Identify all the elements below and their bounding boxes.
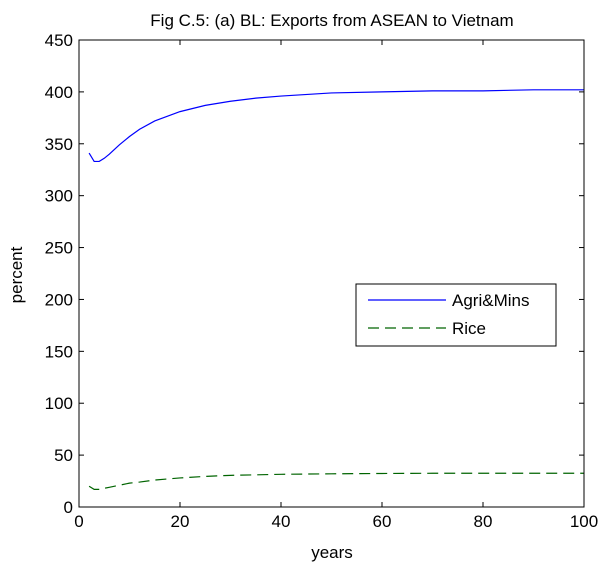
legend-label-2: Rice (452, 319, 486, 338)
legend: Agri&Mins Rice (355, 283, 557, 347)
y-axis-label: percent (7, 246, 26, 303)
plot-area: 0 20 40 60 80 100 0 50 100 150 200 250 300 350 400 450 (45, 31, 599, 531)
y-tick-label: 200 (45, 290, 73, 309)
x-tick-label: 60 (373, 512, 392, 531)
x-tick-label: 0 (74, 512, 83, 531)
series-line-1 (88, 89, 584, 163)
legend-label-1: Agri&Mins (452, 291, 529, 310)
x-tick-label: 40 (272, 512, 291, 531)
x-tick-label: 80 (474, 512, 493, 531)
y-tick-label: 250 (45, 239, 73, 258)
y-tick-label: 0 (64, 498, 73, 517)
chart-title: Fig C.5: (a) BL: Exports from ASEAN to V… (150, 11, 513, 30)
y-tick-label: 50 (54, 446, 73, 465)
y-tick-label: 150 (45, 342, 73, 361)
axes-frame (78, 39, 585, 508)
x-tick-label: 100 (570, 512, 598, 531)
legend-box (355, 283, 557, 347)
y-tick-label: 300 (45, 187, 73, 206)
y-tick-label: 100 (45, 394, 73, 413)
y-tick-label: 450 (45, 31, 73, 50)
series-line-2 (88, 472, 584, 490)
x-axis-label: years (311, 543, 353, 562)
y-tick-label: 350 (45, 135, 73, 154)
x-tick-label: 20 (171, 512, 190, 531)
y-tick-label: 400 (45, 83, 73, 102)
